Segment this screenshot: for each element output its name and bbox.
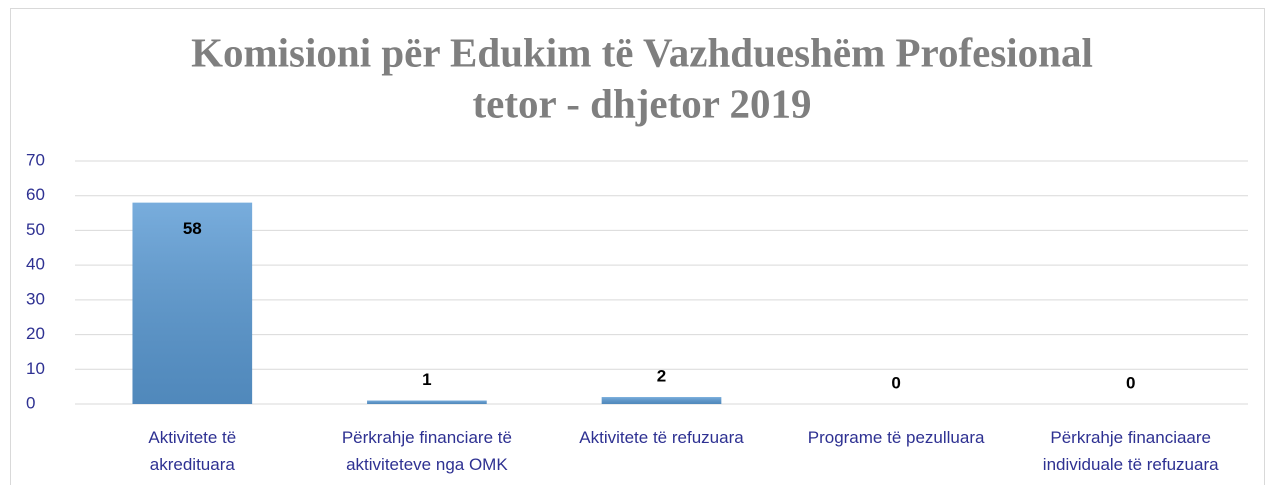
bar-shade xyxy=(132,202,253,404)
data-label: 1 xyxy=(422,370,431,389)
data-label: 0 xyxy=(1126,373,1135,392)
x-tick-label: Përkrahje financiare të aktiviteteve nga… xyxy=(341,428,512,474)
y-tick-label: 0 xyxy=(26,393,35,412)
bar-shade xyxy=(367,400,487,404)
y-tick-label: 70 xyxy=(26,150,45,169)
x-tick-label: Aktivitete të refuzuara xyxy=(579,428,744,447)
chart-title: Komisioni për Edukim të Vazhdueshëm Prof… xyxy=(191,29,1093,75)
y-tick-label: 60 xyxy=(26,185,45,204)
chart-title: tetor - dhjetor 2019 xyxy=(473,80,812,126)
x-tick-label: Përkrahje financiaare individuale të ref… xyxy=(1042,428,1219,474)
chart-frame xyxy=(10,8,1265,485)
y-tick-label: 20 xyxy=(26,324,45,343)
y-tick-label: 40 xyxy=(26,255,45,274)
data-label: 58 xyxy=(183,219,202,238)
data-label: 2 xyxy=(657,367,666,386)
x-tick-label: Aktivitete të akredituara xyxy=(148,428,237,474)
data-label: 0 xyxy=(891,373,900,392)
bar-shade xyxy=(601,397,722,404)
y-tick-label: 10 xyxy=(26,359,45,378)
y-tick-label: 30 xyxy=(26,289,45,308)
y-tick-label: 50 xyxy=(26,220,45,239)
x-tick-label: Programe të pezulluara xyxy=(807,428,985,447)
